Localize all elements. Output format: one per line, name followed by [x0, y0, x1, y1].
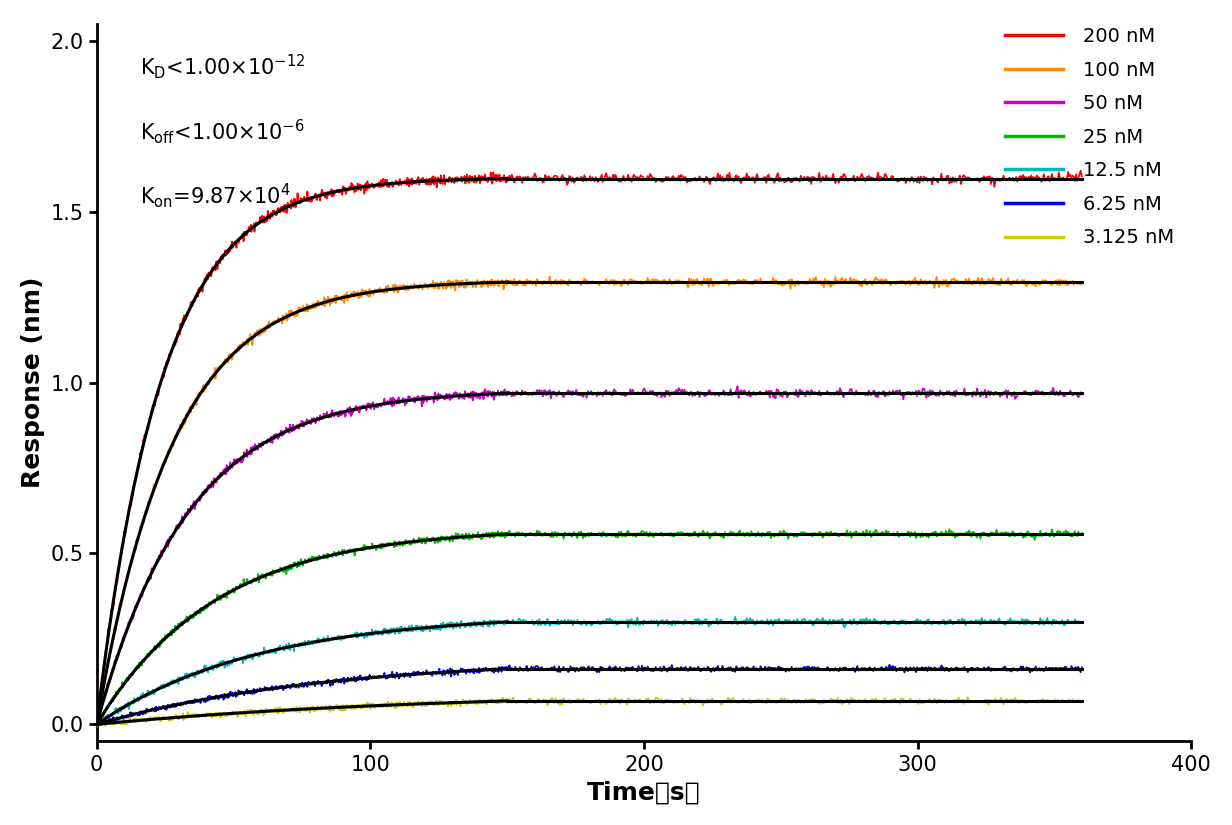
- 200 nM: [351, 185, 366, 195]
- 200 nM: [115, 541, 129, 551]
- 6.25 nM: [115, 710, 129, 720]
- 25 nM: [115, 683, 129, 693]
- 25 nM: [328, 549, 342, 559]
- 12.5 nM: [339, 632, 354, 642]
- 25 nM: [339, 547, 354, 557]
- 200 nM: [485, 167, 500, 177]
- 100 nM: [328, 298, 342, 308]
- 100 nM: [115, 591, 129, 601]
- 50 nM: [115, 638, 129, 648]
- Line: 50 nM: 50 nM: [96, 389, 508, 724]
- 100 nM: [89, 717, 103, 727]
- 50 nM: [89, 719, 103, 728]
- 12.5 nM: [351, 631, 366, 641]
- 25 nM: [442, 535, 457, 544]
- Text: K$_\mathregular{on}$=9.87×10$^{4}$: K$_\mathregular{on}$=9.87×10$^{4}$: [140, 182, 291, 210]
- 200 nM: [442, 173, 457, 183]
- 12.5 nM: [89, 719, 103, 729]
- 3.125 nM: [339, 700, 354, 710]
- Line: 6.25 nM: 6.25 nM: [96, 667, 508, 726]
- 50 nM: [351, 402, 366, 412]
- 3.125 nM: [115, 719, 129, 728]
- 12.5 nM: [444, 620, 458, 630]
- 6.25 nM: [442, 663, 457, 673]
- 50 nM: [444, 390, 458, 400]
- 50 nM: [500, 387, 515, 397]
- 12.5 nM: [90, 720, 105, 730]
- 200 nM: [89, 720, 103, 730]
- Line: 3.125 nM: 3.125 nM: [96, 698, 508, 727]
- 3.125 nM: [89, 722, 103, 732]
- Y-axis label: Response (nm): Response (nm): [21, 277, 44, 488]
- 25 nM: [490, 526, 505, 536]
- Line: 25 nM: 25 nM: [96, 531, 508, 726]
- 50 nM: [339, 407, 354, 417]
- 25 nM: [89, 721, 103, 731]
- 3.125 nM: [495, 693, 510, 703]
- 25 nM: [351, 544, 366, 554]
- 6.25 nM: [500, 664, 515, 674]
- 6.25 nM: [351, 675, 366, 685]
- 50 nM: [478, 384, 493, 394]
- 50 nM: [328, 408, 342, 417]
- 25 nM: [400, 537, 415, 547]
- 12.5 nM: [115, 705, 129, 714]
- 200 nM: [500, 172, 515, 182]
- 3.125 nM: [400, 697, 415, 707]
- 12.5 nM: [402, 626, 416, 636]
- 200 nM: [339, 189, 354, 199]
- 50 nM: [90, 719, 105, 729]
- 200 nM: [328, 188, 342, 198]
- Line: 12.5 nM: 12.5 nM: [96, 620, 508, 725]
- 12.5 nM: [500, 617, 515, 627]
- 100 nM: [402, 281, 416, 291]
- X-axis label: Time（s）: Time（s）: [588, 780, 701, 804]
- Legend: 200 nM, 100 nM, 50 nM, 25 nM, 12.5 nM, 6.25 nM, 3.125 nM: 200 nM, 100 nM, 50 nM, 25 nM, 12.5 nM, 6…: [997, 19, 1181, 255]
- 6.25 nM: [89, 721, 103, 731]
- 6.25 nM: [494, 662, 509, 672]
- 100 nM: [351, 294, 366, 304]
- Text: K$_\mathregular{D}$<1.00×10$^{-12}$: K$_\mathregular{D}$<1.00×10$^{-12}$: [140, 53, 306, 82]
- 3.125 nM: [351, 702, 366, 712]
- Line: 200 nM: 200 nM: [96, 172, 508, 725]
- 3.125 nM: [500, 697, 515, 707]
- 6.25 nM: [400, 671, 415, 681]
- 200 nM: [400, 177, 415, 186]
- 100 nM: [444, 276, 458, 286]
- Text: K$_\mathregular{off}$<1.00×10$^{-6}$: K$_\mathregular{off}$<1.00×10$^{-6}$: [140, 117, 306, 146]
- 100 nM: [90, 720, 105, 730]
- Line: 100 nM: 100 nM: [96, 280, 508, 725]
- 100 nM: [484, 275, 499, 285]
- 100 nM: [500, 277, 515, 287]
- 50 nM: [402, 391, 416, 401]
- 12.5 nM: [328, 633, 342, 643]
- 6.25 nM: [328, 677, 342, 687]
- 12.5 nM: [487, 615, 501, 625]
- 3.125 nM: [328, 704, 342, 714]
- 6.25 nM: [339, 675, 354, 685]
- 3.125 nM: [442, 697, 457, 707]
- 25 nM: [500, 530, 515, 540]
- 100 nM: [339, 293, 354, 303]
